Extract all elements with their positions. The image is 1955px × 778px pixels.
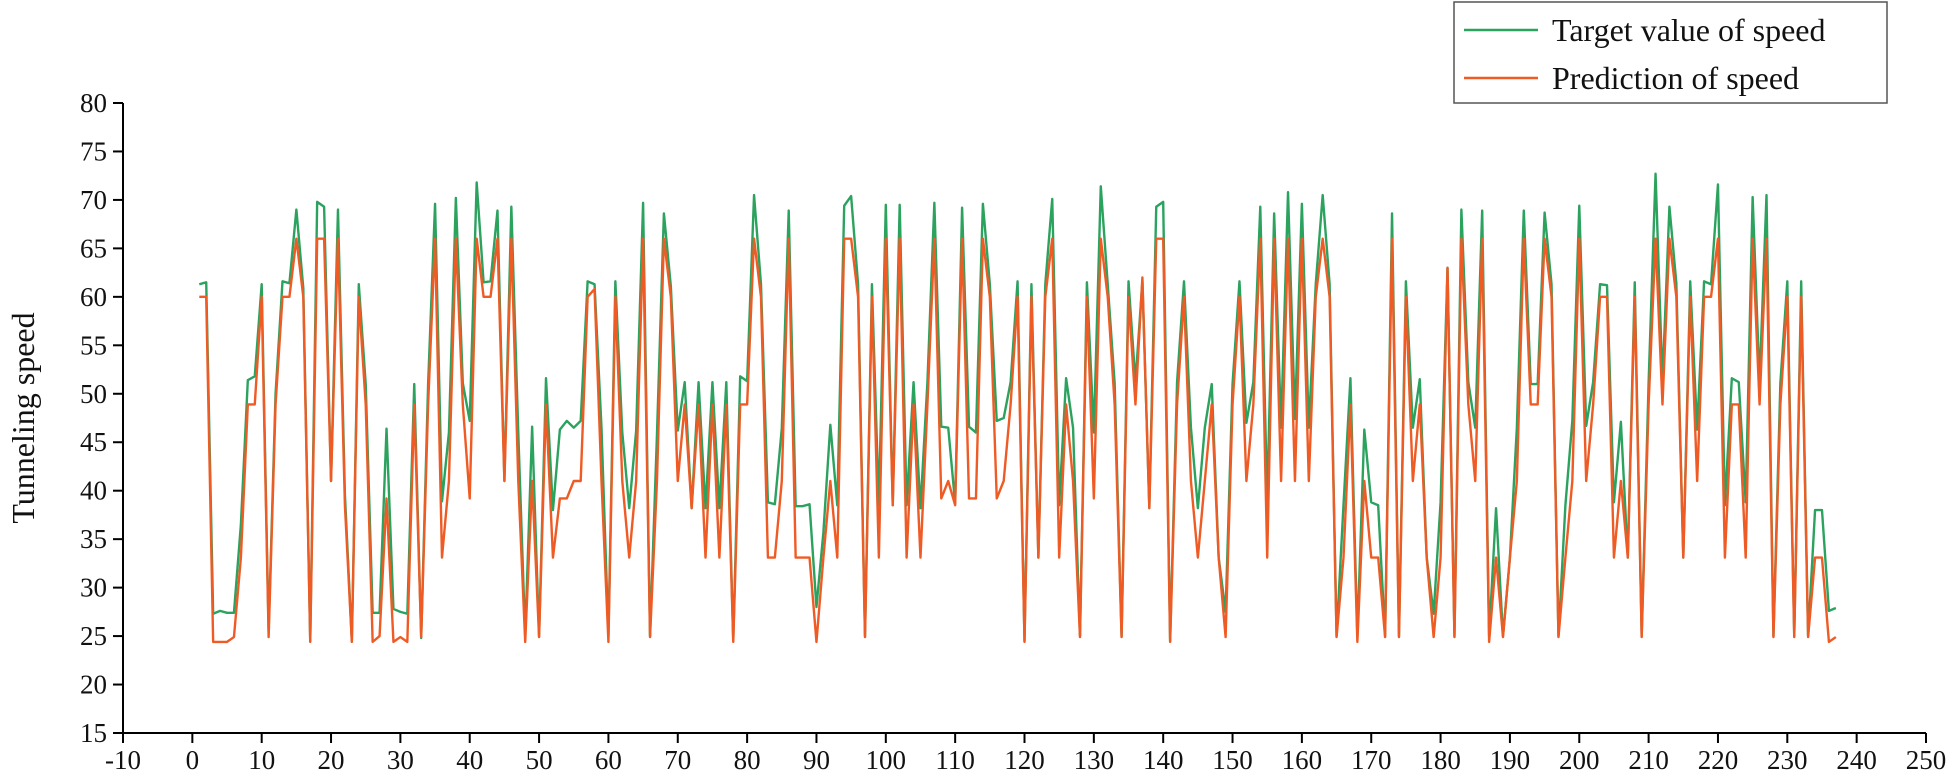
- y-tick-label: 65: [80, 233, 107, 263]
- y-tick-label: 50: [80, 379, 107, 409]
- x-tick-label: 170: [1351, 745, 1392, 775]
- x-tick-label: 200: [1559, 745, 1600, 775]
- y-tick-label: 40: [80, 476, 107, 506]
- x-tick-label: 210: [1628, 745, 1669, 775]
- y-tick-label: 25: [80, 621, 107, 651]
- x-tick-label: 120: [1004, 745, 1045, 775]
- y-tick-label: 80: [80, 88, 107, 118]
- x-tick-label: -10: [105, 745, 141, 775]
- axes-layer: [122, 103, 1926, 734]
- ticks-layer: -10 0 10 20 30 40 50 60 70 80 90 100 110 120 130 140 150…: [80, 88, 1946, 775]
- x-tick-label: 60: [595, 745, 622, 775]
- y-tick-label: 30: [80, 573, 107, 603]
- legend: Target value of speed Prediction of spee…: [1453, 1, 1888, 104]
- x-tick-label: 190: [1490, 745, 1531, 775]
- x-tick-label: 240: [1836, 745, 1877, 775]
- y-tick-label: 20: [80, 670, 107, 700]
- y-axis-title: Tunneling speed: [5, 312, 41, 523]
- x-tick-label: 130: [1074, 745, 1115, 775]
- x-tick-label: 110: [935, 745, 975, 775]
- x-tick-label: 90: [803, 745, 830, 775]
- x-tick-label: 150: [1212, 745, 1253, 775]
- series-layer: [198, 172, 1837, 644]
- x-tick-label: 0: [186, 745, 200, 775]
- y-tick-label: 45: [80, 427, 107, 457]
- x-tick-label: 80: [734, 745, 761, 775]
- x-tick-label: 100: [866, 745, 907, 775]
- x-tick-label: 250: [1906, 745, 1947, 775]
- x-tick-label: 220: [1698, 745, 1739, 775]
- x-tick-label: 20: [318, 745, 345, 775]
- y-tick-label: 35: [80, 524, 107, 554]
- y-tick-label: 15: [80, 718, 107, 748]
- x-tick-label: 50: [526, 745, 553, 775]
- x-tick-label: 40: [456, 745, 483, 775]
- x-tick-label: 30: [387, 745, 414, 775]
- x-tick-label: 70: [664, 745, 691, 775]
- y-tick-label: 55: [80, 330, 107, 360]
- y-tick-label: 75: [80, 136, 107, 166]
- legend-label-target: Target value of speed: [1552, 12, 1826, 48]
- series-line-target: [198, 172, 1837, 643]
- x-tick-label: 140: [1143, 745, 1184, 775]
- legend-box: [1453, 1, 1888, 104]
- legend-label-prediction: Prediction of speed: [1552, 60, 1799, 96]
- x-tick-label: 10: [248, 745, 275, 775]
- x-tick-label: 160: [1282, 745, 1323, 775]
- x-tick-label: 180: [1420, 745, 1461, 775]
- x-tick-label: 230: [1767, 745, 1808, 775]
- y-tick-label: 60: [80, 282, 107, 312]
- series-line-prediction: [199, 237, 1837, 644]
- y-tick-label: 70: [80, 185, 107, 215]
